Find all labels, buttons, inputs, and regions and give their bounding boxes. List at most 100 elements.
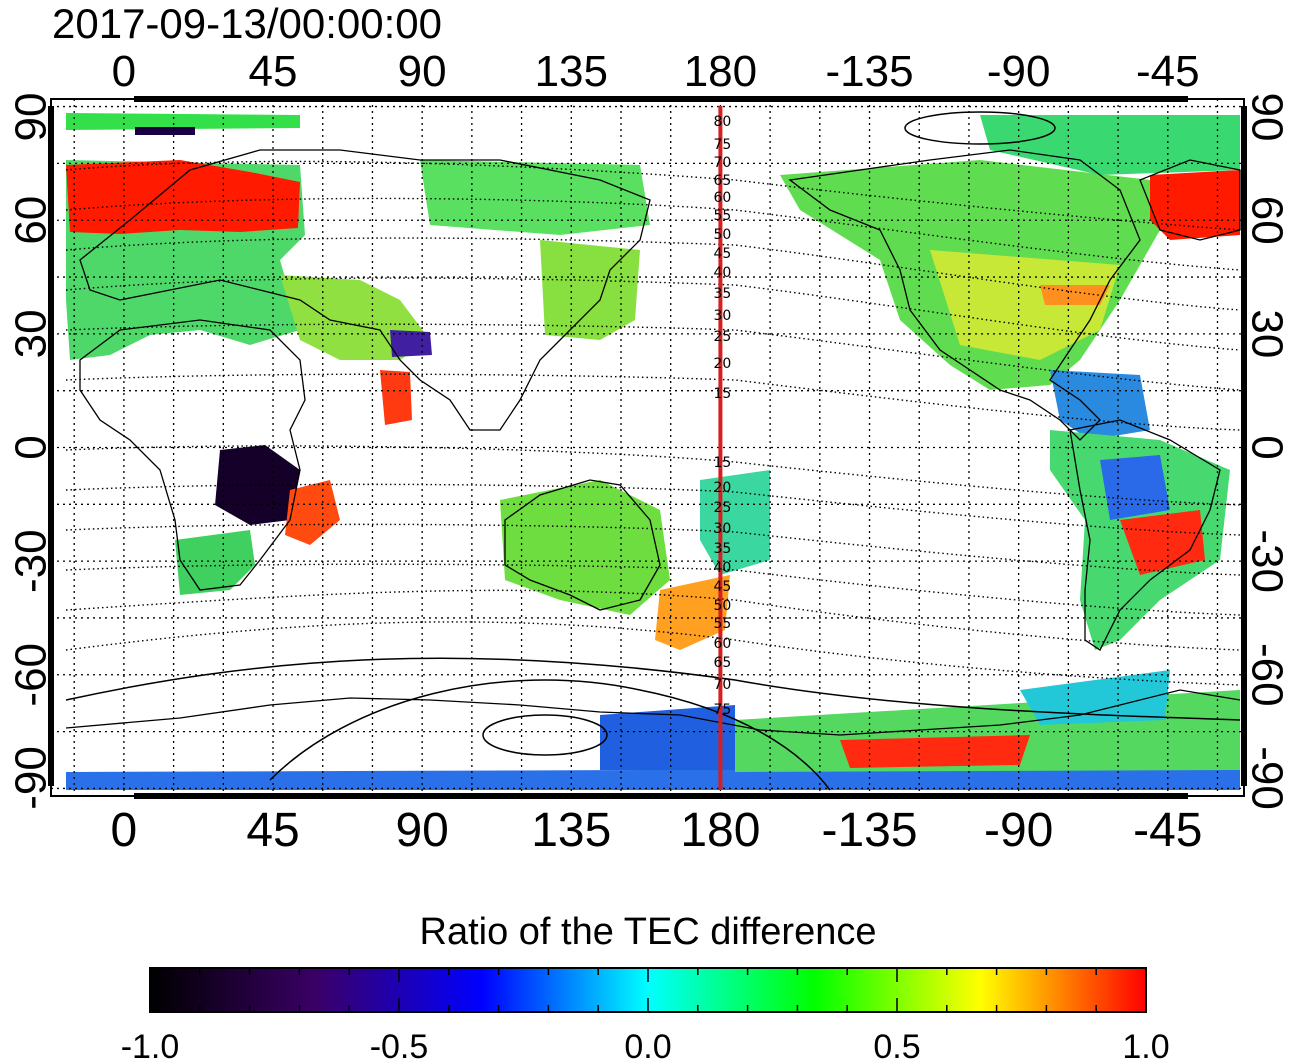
mlat-label-north: 55 bbox=[713, 208, 731, 224]
mlat-label-north: 80 bbox=[713, 114, 731, 130]
coast-north-america bbox=[788, 149, 1141, 441]
left-border-bar bbox=[48, 106, 54, 786]
mlat-label-south: 65 bbox=[713, 655, 731, 671]
lon-tick-top: -90 bbox=[987, 47, 1051, 96]
lat-tick-right: 90 bbox=[1242, 93, 1291, 142]
mlat-label-south: 15 bbox=[713, 455, 731, 471]
tec-patch-antarctic-strip bbox=[66, 768, 1240, 790]
tec-patch-africa-south bbox=[175, 530, 255, 595]
lat-tick-right: 0 bbox=[1242, 435, 1291, 459]
mlat-label-north: 40 bbox=[713, 265, 731, 281]
lon-tick-top: -135 bbox=[825, 47, 913, 96]
tec-patch-arctic-dark bbox=[135, 127, 195, 135]
lon-tick-bottom: 45 bbox=[246, 804, 299, 857]
mlat-label-south: 30 bbox=[713, 521, 731, 537]
lat-tick-left: 0 bbox=[7, 435, 56, 459]
tec-patch-antarctic-cyan bbox=[1020, 670, 1170, 725]
mlat-label-north: 35 bbox=[713, 286, 731, 302]
mlat-label-north: 15 bbox=[713, 386, 731, 402]
tec-patch-india-red bbox=[380, 370, 412, 425]
lat-tick-right: -60 bbox=[1242, 643, 1291, 707]
tec-patch-arctic-na bbox=[980, 115, 1240, 175]
mlat-label-south: 50 bbox=[713, 598, 731, 614]
mlat-label-south: 70 bbox=[713, 677, 731, 693]
mlat-label-south: 75 bbox=[713, 702, 731, 718]
lon-tick-bottom: 90 bbox=[395, 804, 448, 857]
lat-tick-right: -30 bbox=[1242, 529, 1291, 593]
tec-patch-antarctic-west-red bbox=[840, 735, 1030, 768]
lat-tick-right: 30 bbox=[1242, 309, 1291, 358]
lon-tick-top: 135 bbox=[535, 47, 608, 96]
lat-tick-left: -60 bbox=[7, 643, 56, 707]
lon-tick-bottom: -90 bbox=[984, 804, 1053, 857]
lat-tick-left: 30 bbox=[7, 309, 56, 358]
coast-australia bbox=[504, 479, 661, 611]
tec-patch-sa-blue bbox=[1100, 455, 1170, 520]
colorbar-tick-label: 1.0 bbox=[1122, 1028, 1169, 1064]
lat-ticks-right: 90 60 30 0 -30 -60 -90 bbox=[1242, 93, 1291, 810]
lon-tick-bottom: 0 bbox=[111, 804, 138, 857]
lat-tick-left: 60 bbox=[7, 196, 56, 245]
mlat-label-south: 55 bbox=[713, 616, 731, 632]
mlat-label-north: 75 bbox=[713, 137, 731, 153]
lon-tick-top: 0 bbox=[112, 47, 136, 96]
magnetic-latitude-labels: 8075706560555045403530252015152025303540… bbox=[713, 114, 731, 718]
coast-africa bbox=[79, 319, 306, 591]
colorbar-title: Ratio of the TEC difference bbox=[420, 911, 877, 953]
tec-patch-australia bbox=[500, 480, 670, 615]
coast-eurasia bbox=[79, 149, 651, 431]
lat-tick-left: -30 bbox=[7, 529, 56, 593]
lon-tick-bottom: -45 bbox=[1133, 804, 1202, 857]
mlat-label-north: 60 bbox=[713, 190, 731, 206]
colorbar-tick-label: -0.5 bbox=[370, 1028, 429, 1064]
lon-tick-top: 180 bbox=[684, 47, 757, 96]
colorbar-tick-label: 0.5 bbox=[873, 1028, 920, 1064]
tec-patch-africa-red bbox=[285, 480, 340, 545]
colorbar: Ratio of the TEC difference -1.0 -0.5 0.0 0… bbox=[121, 911, 1170, 1064]
lat-tick-right: -90 bbox=[1242, 746, 1291, 810]
colorbar-tick-label: -1.0 bbox=[121, 1028, 180, 1064]
tec-patch-greenland-red bbox=[1150, 170, 1240, 240]
lat-tick-left: 90 bbox=[7, 93, 56, 142]
tec-patch-antarctic-east bbox=[600, 705, 735, 770]
lon-tick-bottom: 180 bbox=[680, 804, 760, 857]
bottom-border-bar bbox=[134, 793, 1188, 799]
mlat-label-south: 20 bbox=[713, 480, 731, 496]
mlat-label-north: 50 bbox=[713, 227, 731, 243]
tec-patch-africa-dark bbox=[215, 445, 300, 525]
mlat-label-south: 60 bbox=[713, 636, 731, 652]
mlat-label-north: 45 bbox=[713, 246, 731, 262]
lon-ticks-bottom: 0 45 90 135 180 -135 -90 -45 bbox=[111, 804, 1203, 857]
mlat-label-north: 25 bbox=[713, 329, 731, 345]
map-panel: 8075706560555045403530252015152025303540… bbox=[7, 47, 1292, 857]
map-title: 2017-09-13/00:00:00 bbox=[52, 0, 442, 47]
coast-south-america bbox=[1069, 419, 1221, 651]
tec-patch-pacific-sw bbox=[700, 470, 770, 575]
mlat-label-north: 20 bbox=[713, 356, 731, 372]
mlat-label-north: 70 bbox=[713, 155, 731, 171]
coast-greenland bbox=[1139, 159, 1241, 241]
mlat-label-south: 40 bbox=[713, 560, 731, 576]
lat-tick-right: 60 bbox=[1242, 196, 1291, 245]
lon-tick-bottom: 135 bbox=[531, 804, 611, 857]
lat-ticks-left: 90 60 30 0 -30 -60 -90 bbox=[7, 93, 56, 810]
colorbar-tick-label: 0.0 bbox=[624, 1028, 671, 1064]
lon-tick-top: -45 bbox=[1136, 47, 1200, 96]
lon-tick-top: 90 bbox=[398, 47, 447, 96]
mlat-label-south: 45 bbox=[713, 579, 731, 595]
lon-ticks-top: 0 45 90 135 180 -135 -90 -45 bbox=[112, 47, 1200, 96]
tec-patch-sa-red bbox=[1120, 510, 1205, 575]
right-border-bar bbox=[1241, 106, 1247, 786]
mlat-label-south: 35 bbox=[713, 541, 731, 557]
lat-tick-left: -90 bbox=[7, 746, 56, 810]
mlat-label-south: 25 bbox=[713, 500, 731, 516]
mlat-label-north: 30 bbox=[713, 308, 731, 324]
mlat-label-north: 65 bbox=[713, 173, 731, 189]
lon-tick-top: 45 bbox=[249, 47, 298, 96]
graticule bbox=[51, 99, 1244, 796]
tec-patch-nz bbox=[655, 575, 730, 650]
top-border-bar bbox=[134, 96, 1188, 102]
colorbar-ticks: -1.0 -0.5 0.0 0.5 1.0 bbox=[121, 968, 1170, 1064]
lon-tick-bottom: -135 bbox=[821, 804, 917, 857]
